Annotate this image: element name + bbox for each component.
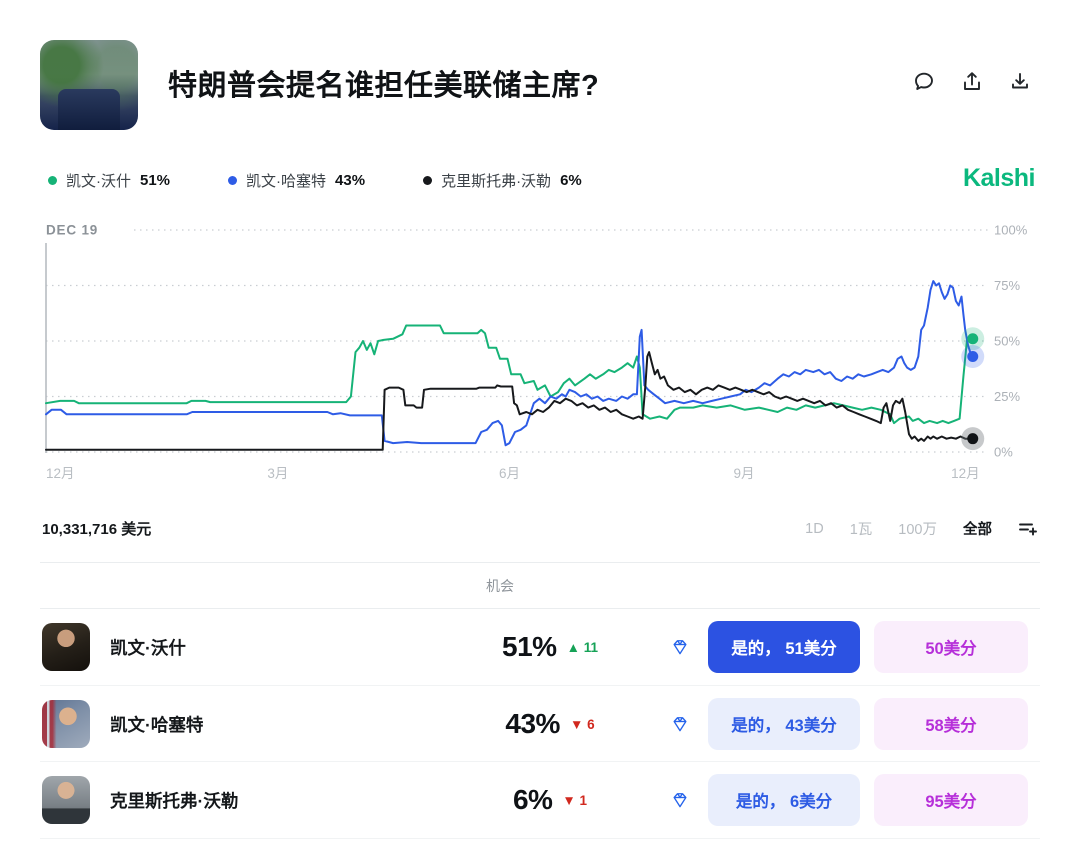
svg-text:50%: 50% [994, 334, 1020, 349]
chart-legend: 凯文·沃什 51% 凯文·哈塞特 43% 克里斯托弗·沃勒 6% [48, 170, 582, 191]
chart-canvas[interactable]: 0% 25% 50% 75% 100% DEC 19 12月 3月 6月 9月 12月 [40, 218, 1050, 490]
legend-dot-blue [228, 176, 238, 185]
yes-button[interactable]: 是的， 43美分 [708, 698, 860, 750]
svg-text:DEC 19: DEC 19 [46, 223, 98, 238]
chance-value: 6% [512, 784, 553, 815]
chance-value: 51% [502, 631, 557, 662]
stats-row: 10,331,716 美元 1D 1瓦 100万 全部 [40, 514, 1040, 544]
range-option-1w[interactable]: 1瓦 [849, 522, 873, 538]
svg-text:6月: 6月 [499, 466, 520, 481]
legend-item-hassett[interactable]: 凯文·哈塞特 43% [228, 170, 365, 191]
legend-item-warsh[interactable]: 凯文·沃什 51% [48, 170, 170, 191]
no-button[interactable]: 95美分 [874, 774, 1028, 826]
svg-text:100%: 100% [994, 223, 1028, 238]
gem-icon[interactable] [670, 714, 690, 734]
divider [40, 685, 1040, 686]
legend-label: 克里斯托弗·沃勒 [441, 173, 552, 190]
kalshi-logo[interactable]: Kalshi [962, 164, 1036, 192]
legend-label: 凯文·哈塞特 [246, 173, 327, 190]
avatar [42, 623, 90, 671]
event-thumbnail [40, 40, 138, 130]
download-icon[interactable] [1008, 70, 1032, 94]
legend-label: 凯文·沃什 [66, 173, 131, 190]
header-actions [912, 70, 1032, 94]
svg-text:25%: 25% [994, 389, 1020, 404]
candidate-name: 克里斯托弗·沃勒 [110, 791, 239, 811]
range-option-all[interactable]: 全部 [963, 522, 992, 538]
price-chart[interactable]: 0% 25% 50% 75% 100% DEC 19 12月 3月 6月 9月 12月 [40, 218, 1050, 490]
legend-value: 43% [335, 172, 366, 189]
column-header-chance: 机会 [486, 578, 514, 594]
market-row-hassett[interactable]: 凯文·哈塞特 43% ▼ 6 是的， 43美分 58美分 [40, 686, 1040, 762]
divider [40, 838, 1040, 839]
divider [40, 761, 1040, 762]
chance-cell: 43% ▼ 6 [450, 686, 650, 762]
no-button[interactable]: 50美分 [874, 621, 1028, 673]
svg-text:75%: 75% [994, 278, 1020, 293]
change-badge: ▲ 11 [566, 639, 598, 655]
legend-value: 6% [560, 172, 582, 189]
volume-label: 10,331,716 美元 [42, 521, 152, 538]
legend-value: 51% [140, 172, 171, 189]
chance-cell: 6% ▼ 1 [450, 762, 650, 838]
avatar [42, 700, 90, 748]
divider [40, 562, 1040, 563]
range-option-1m[interactable]: 100万 [898, 522, 937, 538]
candidate-name: 凯文·哈塞特 [110, 715, 204, 735]
legend-dot-black [423, 176, 433, 185]
svg-text:0%: 0% [994, 445, 1013, 460]
legend-item-waller[interactable]: 克里斯托弗·沃勒 6% [423, 170, 582, 191]
svg-text:3月: 3月 [267, 466, 288, 481]
comment-icon[interactable] [912, 70, 936, 94]
yes-button[interactable]: 是的， 6美分 [708, 774, 860, 826]
change-badge: ▼ 6 [569, 716, 595, 732]
svg-text:12月: 12月 [46, 466, 75, 481]
legend-dot-green [48, 176, 57, 185]
chance-value: 43% [505, 708, 560, 739]
change-badge: ▼ 1 [562, 792, 588, 808]
divider [40, 608, 1040, 609]
svg-text:9月: 9月 [734, 466, 755, 481]
no-button[interactable]: 58美分 [874, 698, 1028, 750]
market-row-warsh[interactable]: 凯文·沃什 51% ▲ 11 是的， 51美分 50美分 [40, 609, 1040, 685]
range-selector: 1D 1瓦 100万 全部 [805, 518, 1038, 539]
gem-icon[interactable] [670, 637, 690, 657]
add-indicator-icon[interactable] [1018, 520, 1038, 538]
candidate-name: 凯文·沃什 [110, 638, 186, 658]
range-option-1d[interactable]: 1D [805, 520, 824, 537]
chance-cell: 51% ▲ 11 [450, 609, 650, 685]
market-row-waller[interactable]: 克里斯托弗·沃勒 6% ▼ 1 是的， 6美分 95美分 [40, 762, 1040, 838]
avatar [42, 776, 90, 824]
page-title: 特朗普会提名谁担任美联储主席? [168, 70, 600, 102]
share-icon[interactable] [960, 70, 984, 94]
gem-icon[interactable] [670, 790, 690, 810]
yes-button[interactable]: 是的， 51美分 [708, 621, 860, 673]
svg-text:12月: 12月 [951, 466, 980, 481]
